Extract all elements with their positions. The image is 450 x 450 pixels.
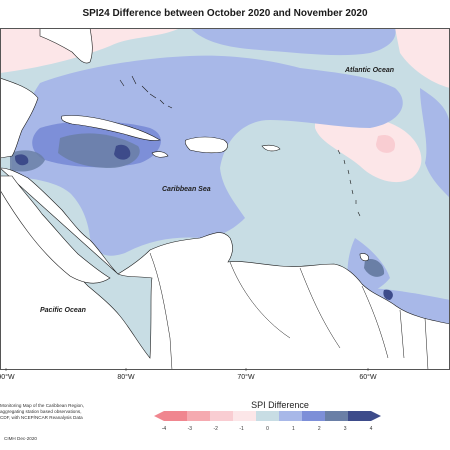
land-florida xyxy=(39,28,93,64)
legend-swatch xyxy=(164,411,187,421)
legend-tick-label: 0 xyxy=(266,426,269,432)
credits-line-1: Monitoring Map of the Caribbean Region, xyxy=(0,403,85,408)
country-borders xyxy=(149,252,429,370)
credits-line-3: CDF, with NCEP/NCAR Reanalysis Data xyxy=(0,415,83,420)
legend-title: SPI Difference xyxy=(251,400,309,410)
tick-label-90w: 90°W xyxy=(0,373,15,381)
legend-tick-label: -2 xyxy=(214,426,219,432)
tick-label-60w: 60°W xyxy=(359,373,377,381)
legend-swatch xyxy=(256,411,279,421)
blue-region-top xyxy=(190,28,396,56)
label-caribbean-sea: Caribbean Sea xyxy=(162,186,211,193)
legend-swatch xyxy=(325,411,348,421)
legend-arrow-high xyxy=(371,411,381,421)
legend-swatch xyxy=(210,411,233,421)
legend-tick-label: -4 xyxy=(162,426,167,432)
teal-region-trinidad xyxy=(364,258,385,277)
teal-region-jamaica xyxy=(58,133,140,168)
map-title: SPI24 Difference between October 2020 an… xyxy=(82,8,368,19)
land-jamaica xyxy=(151,151,169,158)
navy-spot-jamaica xyxy=(114,144,131,160)
credits-text: Monitoring Map of the Caribbean Region, … xyxy=(0,403,120,421)
legend-arrow-low xyxy=(154,411,164,421)
legend-tick-label: 2 xyxy=(318,426,321,432)
legend-tick-label: 4 xyxy=(370,426,373,432)
legend-swatch xyxy=(302,411,325,421)
legend-colorbar: -4 -3 -2 -1 0 1 2 3 4 xyxy=(154,411,381,432)
tick-label-70w: 70°W xyxy=(237,373,255,381)
legend-swatch xyxy=(187,411,210,421)
tick-label-80w: 80°W xyxy=(117,373,135,381)
longitude-axis: 90°W 80°W 70°W 60°W xyxy=(0,368,377,381)
spi-difference-map: Atlantic Ocean Caribbean Sea Pacific Oce… xyxy=(0,28,450,370)
blue-region-right xyxy=(420,88,450,198)
land-bahamas xyxy=(119,75,173,109)
legend-tick-label: 3 xyxy=(344,426,347,432)
land-hispaniola xyxy=(184,136,228,154)
legend-tick-label: -3 xyxy=(188,426,193,432)
legend-tick-label: 1 xyxy=(292,426,295,432)
legend-swatch xyxy=(233,411,256,421)
legend-tick-label: -1 xyxy=(239,426,244,432)
land-trinidad xyxy=(359,253,369,262)
navy-spot-west xyxy=(15,154,29,166)
label-pacific-ocean: Pacific Ocean xyxy=(40,307,86,314)
navy-spot-guyana xyxy=(383,289,393,300)
land-cuba xyxy=(61,115,161,141)
land-south-america xyxy=(0,167,450,370)
land-puerto-rico xyxy=(261,144,281,152)
land-central-america xyxy=(0,77,111,284)
land-lesser-antilles xyxy=(337,149,361,217)
credits-line-2: aggregating station based observations, xyxy=(0,409,82,414)
legend-swatch xyxy=(279,411,302,421)
legend-swatch xyxy=(348,411,371,421)
copyright-text: CIMH Dec-2020 xyxy=(4,436,37,441)
blue-region-main xyxy=(12,55,403,256)
pink-region-northeast xyxy=(395,28,450,88)
pink-region-spot xyxy=(376,134,396,153)
label-atlantic-ocean: Atlantic Ocean xyxy=(344,67,394,74)
pink-region-east xyxy=(315,113,422,183)
